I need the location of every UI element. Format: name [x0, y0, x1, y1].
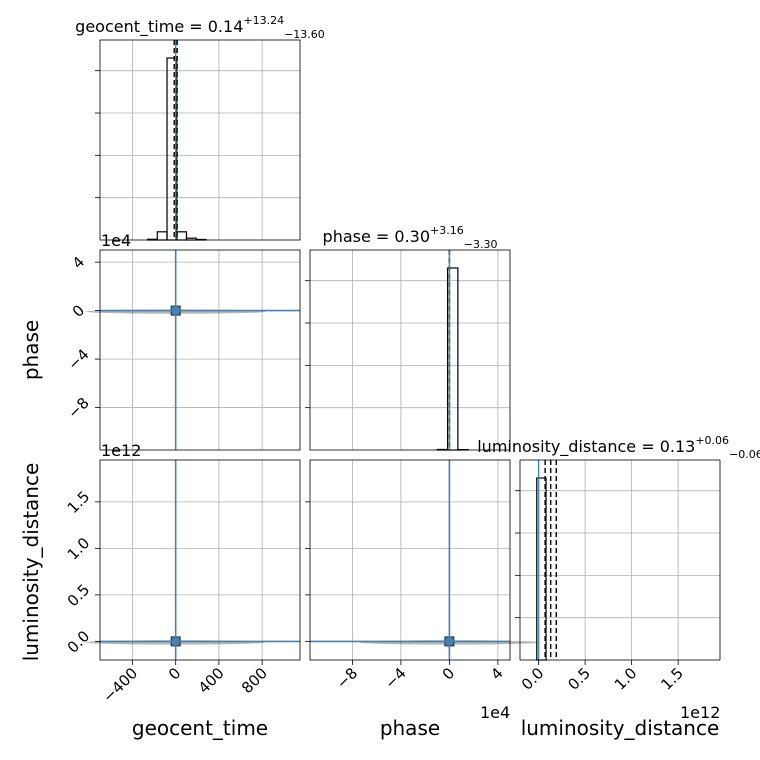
hist-0-bar-1	[156, 231, 168, 241]
ylabel-luminosity-distance: luminosity_distance	[19, 463, 43, 662]
xticklabel-geocent-2: 400	[195, 664, 228, 697]
scatter-4-truth-marker	[171, 637, 180, 646]
xticklabel-geocent-0: −400	[99, 664, 141, 706]
title-phase-plus: +3.16	[430, 224, 464, 237]
xticklabel-ld-0: 0.0	[518, 664, 548, 694]
title-phase-minus: −3.30	[464, 238, 498, 251]
scatter-3-truth-marker	[171, 306, 180, 315]
title-geocent-time-median: 0.14	[208, 17, 244, 36]
title-geocent-time-minus: −13.60	[284, 28, 325, 41]
ylabel-phase: phase	[19, 320, 43, 380]
xticklabel-geocent-1: 0	[165, 664, 184, 683]
scatter-3-frame	[99, 249, 301, 451]
xticklabel-ld-3: 1.5	[657, 664, 687, 694]
title-geocent-time-plus: +13.24	[243, 14, 284, 27]
yticklabel-phase-3: −8	[64, 394, 92, 422]
xticklabel-phase-0: −8	[333, 664, 361, 692]
title-luminosity-distance: luminosity_distance = 0.13+0.06−0.06	[477, 434, 760, 461]
xticklabel-ld-1: 0.5	[564, 664, 594, 694]
scatter-4-frame	[99, 459, 301, 661]
hist-1-frame	[309, 249, 511, 451]
title-geocent-time-param: geocent_time	[75, 17, 184, 37]
xticklabel-phase-2: 0	[439, 664, 458, 683]
title-ld-median: 0.13	[660, 437, 696, 456]
xlabel-geocent-time: geocent_time	[132, 716, 268, 740]
xticklabel-phase-1: −4	[381, 664, 409, 692]
yticklabel-ld-0: 1.5	[64, 488, 94, 518]
xlabel-luminosity-distance: luminosity_distance	[521, 716, 720, 740]
title-ld-param: luminosity_distance	[477, 437, 636, 457]
scatter-5-truth-marker	[445, 637, 454, 646]
yticklabel-ld-3: 0.0	[64, 627, 94, 657]
xticklabel-ld-2: 1.0	[611, 664, 641, 694]
yticklabel-phase-1: 0	[69, 301, 88, 320]
hist-2-frame	[519, 459, 721, 661]
yticklabel-phase-0: 4	[69, 253, 88, 272]
xticklabel-geocent-3: 800	[238, 664, 271, 697]
title-geocent-time: geocent_time = 0.14+13.24−13.60	[75, 14, 325, 41]
offset-ld-y: 1e12	[101, 441, 141, 460]
xticklabel-phase-3: 4	[487, 664, 506, 683]
yticklabel-phase-2: −4	[64, 345, 92, 373]
title-phase: phase = 0.30+3.16−3.30	[323, 224, 498, 251]
yticklabel-ld-2: 0.5	[64, 581, 94, 611]
scatter-5-frame	[309, 459, 511, 661]
hist-0-frame	[99, 39, 301, 241]
offset-phase-x: 1e4	[480, 703, 510, 722]
xlabel-phase: phase	[380, 716, 440, 740]
title-ld-minus: −0.06	[729, 448, 760, 461]
offset-ld-x: 1e12	[680, 703, 720, 722]
offset-phase-y: 1e4	[101, 231, 131, 250]
title-ld-plus: +0.06	[695, 434, 729, 447]
title-phase-median: 0.30	[394, 227, 430, 246]
title-phase-param: phase	[323, 227, 371, 246]
hist-0-bar-3	[176, 231, 188, 241]
yticklabel-ld-1: 1.0	[64, 534, 94, 564]
